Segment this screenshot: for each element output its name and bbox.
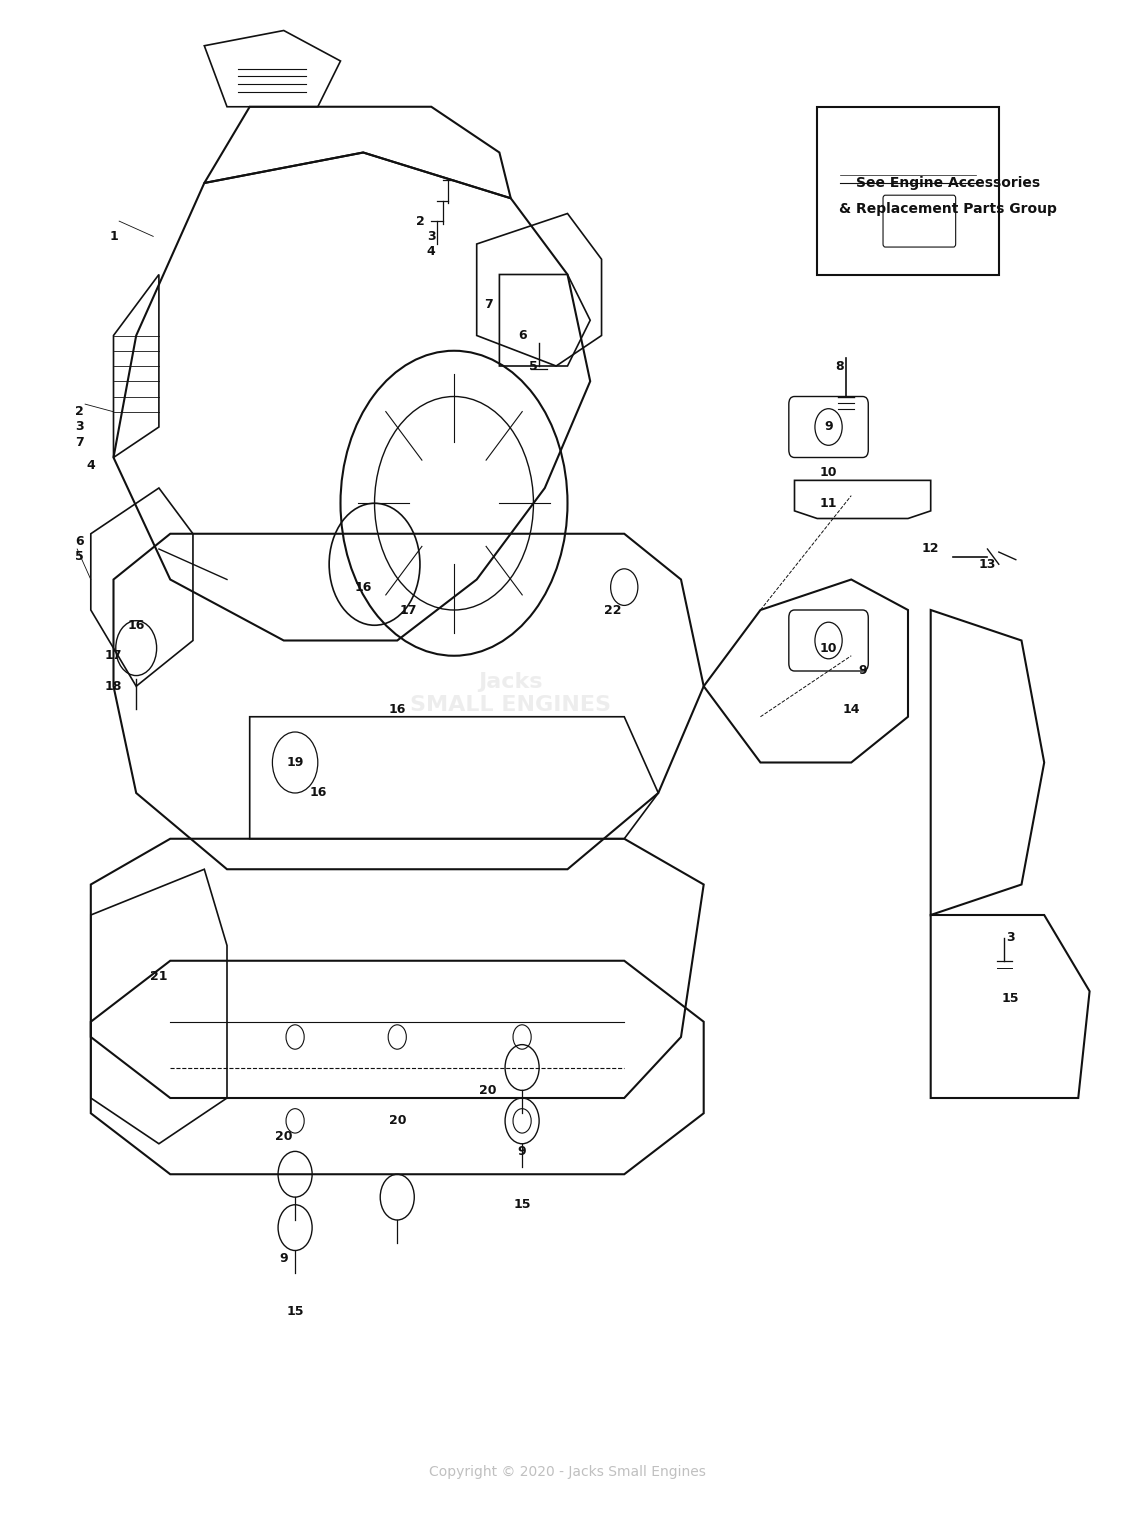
Text: 14: 14 (842, 703, 860, 715)
Text: Copyright © 2020 - Jacks Small Engines: Copyright © 2020 - Jacks Small Engines (429, 1464, 706, 1479)
Text: 20: 20 (275, 1130, 293, 1142)
Text: 15: 15 (286, 1305, 304, 1318)
Text: 6: 6 (518, 329, 527, 342)
Text: 7: 7 (75, 436, 84, 448)
Text: 4: 4 (427, 246, 436, 258)
Text: 9: 9 (858, 665, 867, 677)
Text: 9: 9 (824, 421, 833, 433)
Text: 1: 1 (109, 230, 118, 242)
Text: 17: 17 (104, 650, 123, 662)
Text: 20: 20 (388, 1115, 406, 1127)
Text: 3: 3 (427, 230, 436, 242)
Text: 16: 16 (388, 703, 406, 715)
Text: 11: 11 (819, 497, 838, 509)
Text: 8: 8 (835, 360, 844, 372)
Text: 22: 22 (604, 604, 622, 616)
Text: 16: 16 (309, 787, 327, 799)
Text: 16: 16 (354, 581, 372, 593)
Text: 6: 6 (75, 535, 84, 547)
Text: 18: 18 (104, 680, 123, 692)
Text: 4: 4 (86, 459, 95, 471)
Text: 2: 2 (75, 406, 84, 418)
Text: 3: 3 (75, 421, 84, 433)
Text: 15: 15 (513, 1199, 531, 1211)
Text: 15: 15 (1001, 993, 1019, 1005)
Text: 12: 12 (922, 543, 940, 555)
Text: 2: 2 (415, 215, 424, 227)
Text: 13: 13 (978, 558, 997, 570)
Text: 5: 5 (75, 551, 84, 563)
Text: 21: 21 (150, 970, 168, 982)
Text: 9: 9 (518, 1145, 527, 1157)
Text: 10: 10 (819, 642, 838, 654)
Text: See Engine Accessories: See Engine Accessories (856, 175, 1040, 191)
Text: Jacks
SMALL ENGINES: Jacks SMALL ENGINES (410, 673, 612, 715)
Text: 9: 9 (279, 1252, 288, 1264)
Text: 16: 16 (127, 619, 145, 631)
Text: 3: 3 (1006, 932, 1015, 944)
Text: & Replacement Parts Group: & Replacement Parts Group (839, 201, 1057, 217)
Text: 10: 10 (819, 467, 838, 479)
Text: 5: 5 (529, 360, 538, 372)
Text: 7: 7 (484, 299, 493, 311)
Text: 19: 19 (286, 756, 304, 769)
Text: 20: 20 (479, 1084, 497, 1096)
Text: 17: 17 (400, 604, 418, 616)
